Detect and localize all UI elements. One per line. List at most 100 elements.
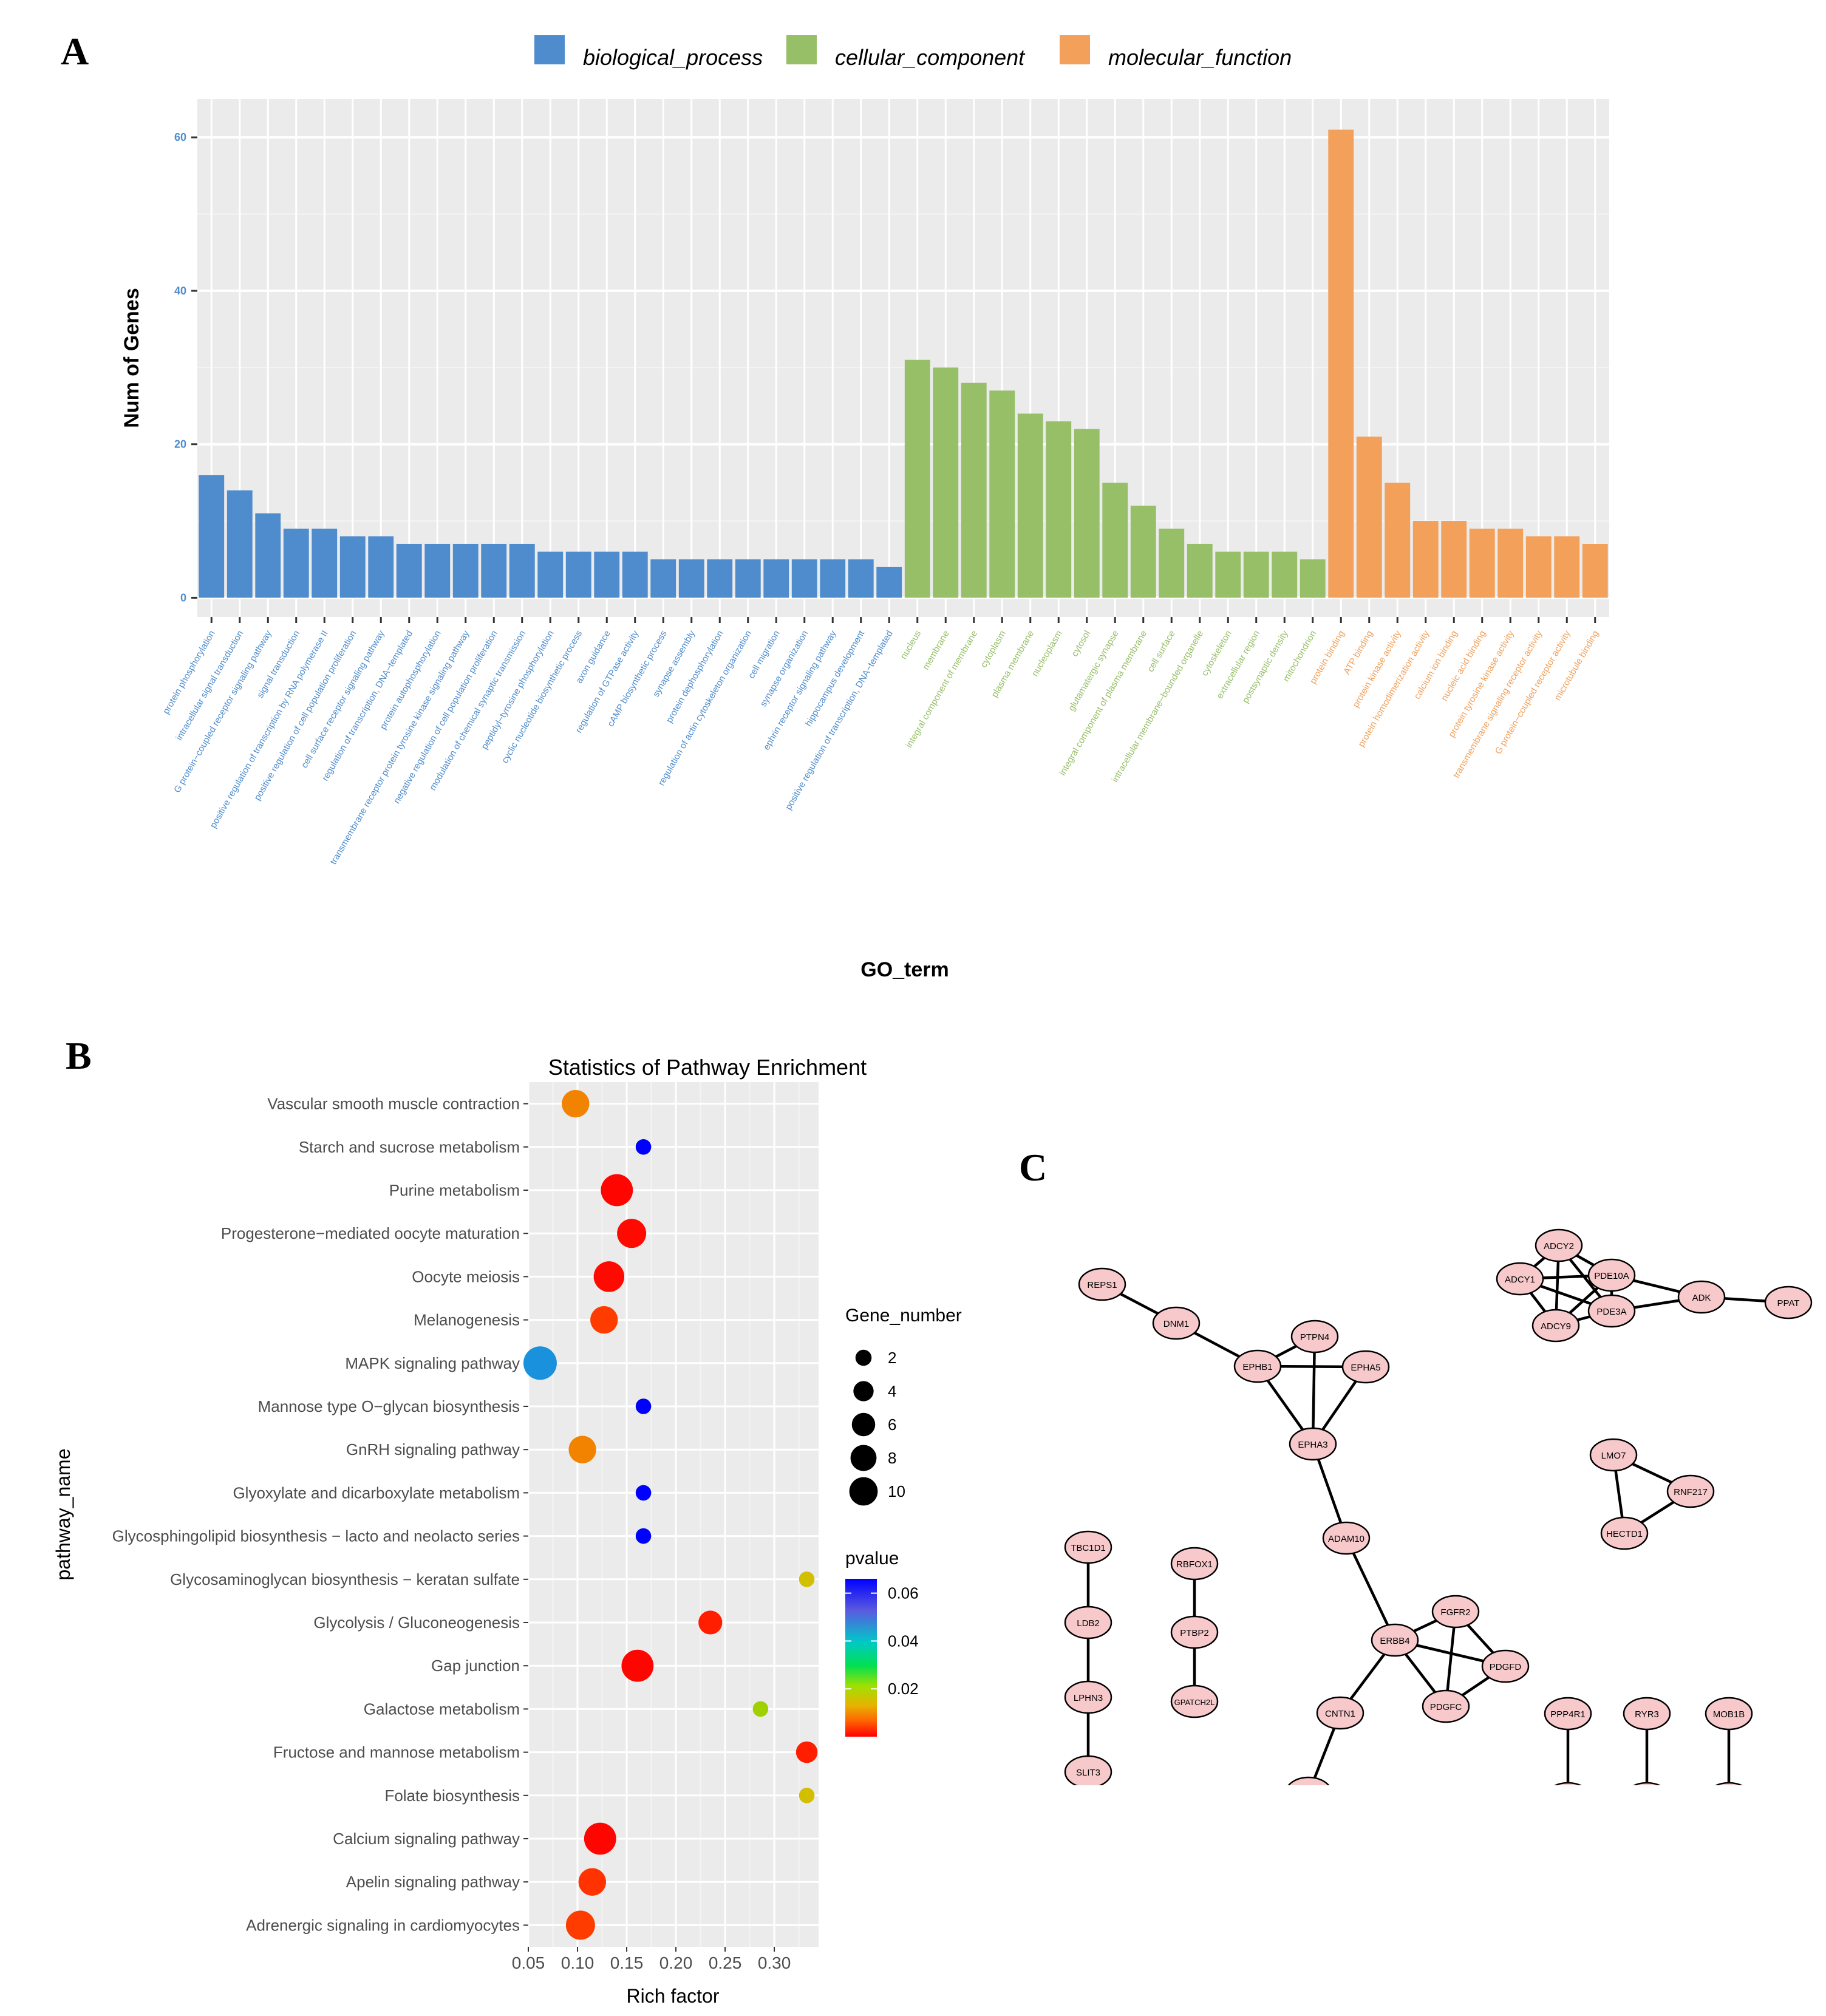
x-tick-label: 0.30 [758,1953,791,1972]
x-tick-label: negative regulation of cell population p… [392,629,500,806]
x-tick-label: nucleus [899,629,924,661]
node-label-epha3: EPHA3 [1298,1440,1327,1450]
pathway-label: Glycosaminoglycan biosynthesis − keratan… [170,1570,520,1589]
y-tick-label: 40 [174,285,186,297]
pathway-label: Gap junction [431,1657,520,1675]
node-label-lmo7: LMO7 [1601,1451,1626,1461]
node-lmo7 [1589,1438,1638,1472]
bar-biological_process [199,475,225,598]
legend-label-biological_process: biological_process [583,45,763,70]
pathway-point [617,1219,647,1248]
pathway-label: Glycolysis / Gluconeogenesis [313,1613,520,1632]
node-label-epha5: EPHA5 [1351,1363,1380,1373]
bar-biological_process [678,559,704,598]
bar-molecular_function [1328,129,1354,598]
pathway-point [635,1139,652,1155]
bar-cellular_component [1243,551,1269,598]
node-fry [1714,1782,1743,1785]
pathway-label: Fructose and mannose metabolism [273,1743,520,1762]
pathway-point [795,1741,818,1763]
node-pdgfd [1481,1649,1530,1683]
node-lphn3 [1064,1680,1112,1714]
pathway-point [635,1528,652,1544]
node-label-pdgfc: PDGFC [1430,1702,1462,1712]
node-label-dnm1: DNM1 [1163,1319,1190,1329]
node-label-ptbp2: PTBP2 [1180,1628,1209,1638]
bar-molecular_function [1582,543,1608,598]
legend-key-biological_process [534,35,565,64]
x-tick-label: positive regulation of transcription, DN… [783,629,895,812]
bar-cellular_component [1272,551,1298,598]
pathway-label: MAPK signaling pathway [345,1354,520,1372]
bar-biological_process [622,551,648,598]
x-tick-label: positive regulation of cell population p… [252,629,358,803]
pathway-point [621,1649,654,1682]
pathway-point [698,1610,723,1635]
node-label-ppat: PPAT [1777,1298,1800,1309]
node-label-rnf217: RNF217 [1674,1487,1708,1497]
node-cntn1 [1316,1696,1364,1730]
color-legend-label: 0.06 [888,1584,919,1602]
bar-cellular_component [1046,421,1072,598]
bar-cellular_component [1159,528,1185,598]
x-tick-label: membrane [921,629,952,672]
node-label-ephb1: EPHB1 [1242,1362,1272,1372]
color-legend-title: pvalue [845,1548,899,1568]
bar-biological_process [565,551,591,598]
x-tick-label: cell surface [1145,629,1177,674]
size-legend-label: 4 [888,1382,896,1400]
node-epha3 [1289,1427,1337,1461]
pathway-point [799,1788,815,1803]
pathway-label: Glyoxylate and dicarboxylate metabolism [233,1483,520,1502]
node-label-hectd1: HECTD1 [1606,1529,1643,1539]
legend-key-cellular_component [786,35,817,64]
bar-molecular_function [1469,528,1495,598]
pathway-label: Folate biosynthesis [384,1786,520,1805]
bar-cellular_component [1300,559,1326,598]
color-legend-label: 0.02 [888,1680,919,1698]
bar-cellular_component [1017,414,1043,598]
x-tick-label: 0.10 [561,1953,594,1972]
color-legend-bar [845,1579,877,1737]
x-axis-title: GO_term [860,958,949,981]
bar-biological_process [537,551,564,598]
node-adcy2 [1535,1228,1583,1262]
node-ptbp2 [1170,1615,1219,1649]
bar-molecular_function [1385,482,1411,598]
node-adcy1 [1496,1262,1544,1296]
node-pde3a [1587,1294,1636,1328]
bar-cellular_component [1215,551,1241,598]
node-gpatch2l [1170,1684,1219,1718]
pathway-point [590,1306,618,1334]
pathway-label: Starch and sucrose metabolism [299,1138,520,1156]
panel-c-label: C [1019,1146,1048,1189]
pathway-label: Progesterone−mediated oocyte maturation [221,1224,520,1242]
pathway-label: Apelin signaling pathway [346,1873,520,1891]
edge-ADAM10-ERBB4 [1344,1538,1397,1641]
bar-cellular_component [904,359,930,598]
bar-biological_process [255,513,281,598]
node-mob1b [1705,1697,1753,1731]
bar-biological_process [735,559,761,598]
node-label-pde3a: PDE3A [1596,1307,1626,1317]
node-adk [1677,1280,1726,1314]
panel-a-label: A [61,30,89,73]
pathway-label: Melanogenesis [414,1311,520,1329]
pathway-point [635,1485,652,1501]
pathway-label: Calcium signaling pathway [333,1830,520,1848]
node-adam10 [1322,1521,1371,1555]
size-legend-key [853,1381,874,1401]
node-label-tbc1d1: TBC1D1 [1071,1543,1106,1553]
x-tick-label: 0.15 [610,1953,644,1972]
node-reps1 [1078,1267,1126,1301]
size-legend-label: 6 [888,1415,896,1434]
pathway-point [568,1435,596,1463]
node-label-ldb2: LDB2 [1077,1618,1100,1629]
size-legend-key [851,1412,876,1437]
legend-key-molecular_function [1060,35,1090,64]
node-erbb4 [1371,1623,1419,1657]
node-ppp4r1 [1544,1697,1592,1731]
size-legend-key [849,1477,878,1506]
size-legend-key [850,1445,877,1471]
